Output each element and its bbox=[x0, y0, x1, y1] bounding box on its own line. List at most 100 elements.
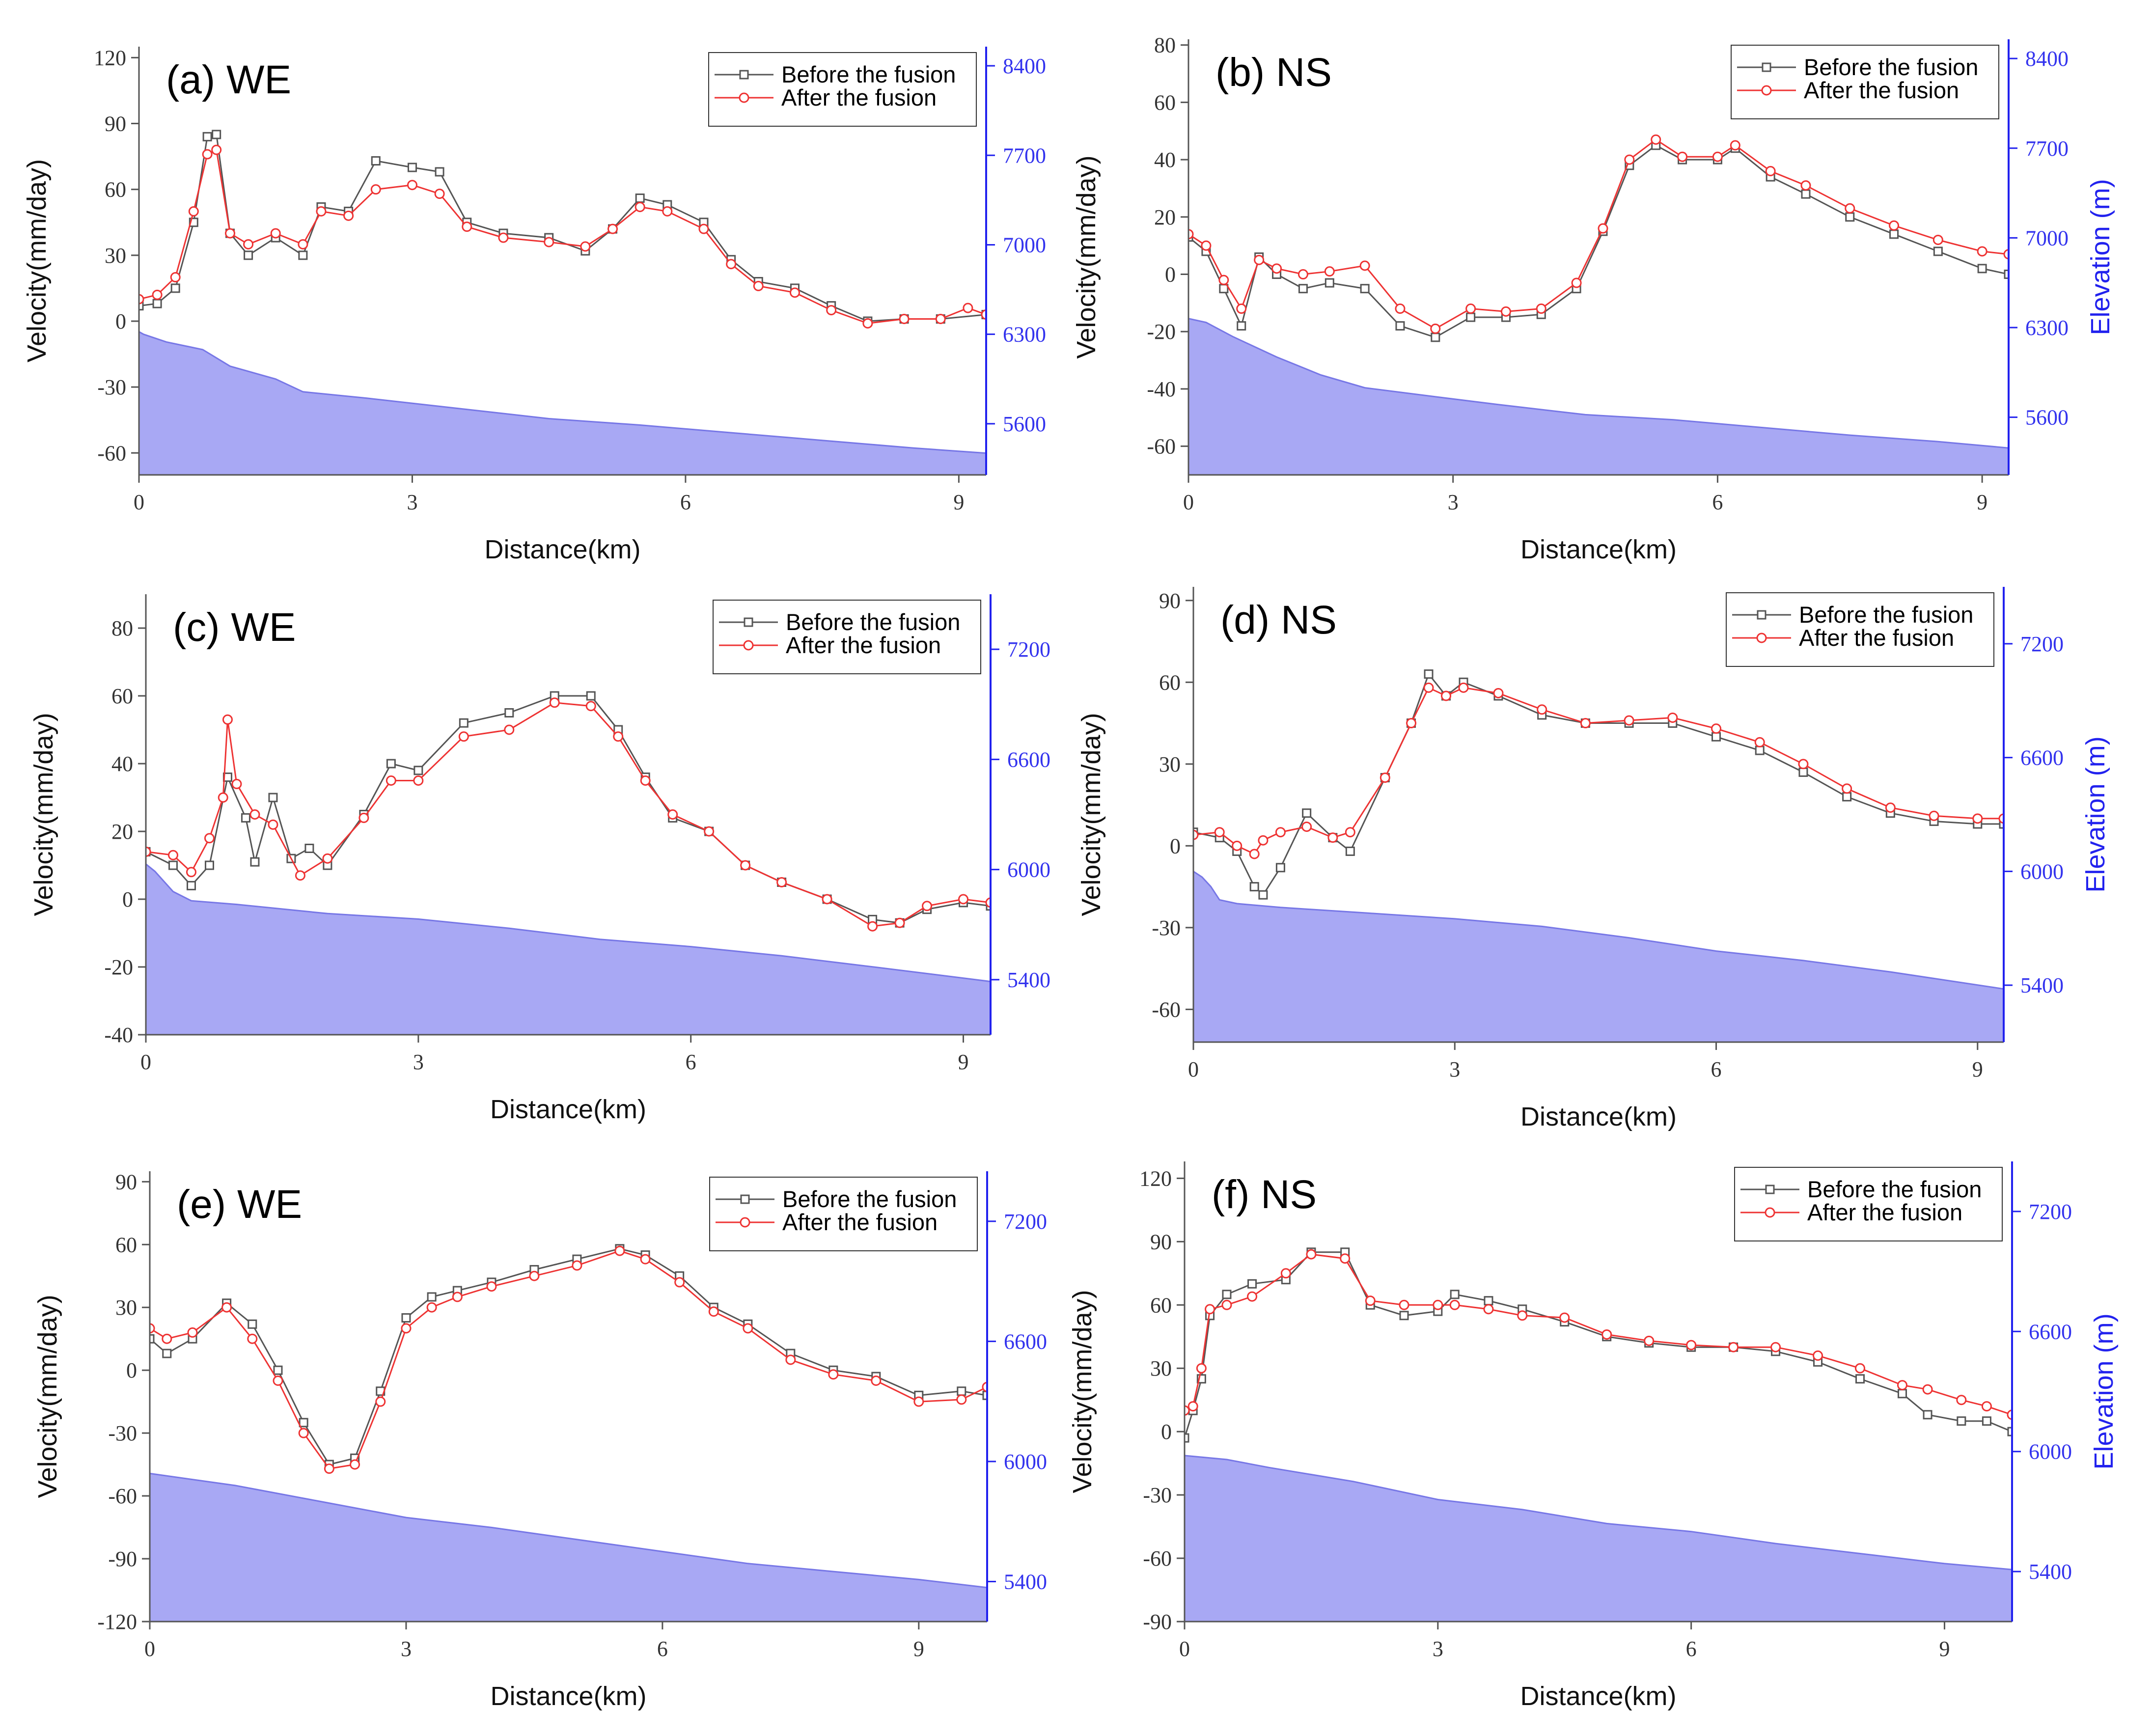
y-tick-label: 60 bbox=[105, 178, 126, 202]
before-series-c bbox=[146, 691, 991, 928]
y-tick-label: -40 bbox=[104, 1023, 133, 1047]
before-point bbox=[1237, 321, 1246, 331]
after-point bbox=[1214, 827, 1225, 838]
before-point bbox=[1466, 312, 1476, 322]
y-tick-label: 20 bbox=[111, 820, 133, 844]
x-axis-label: Distance(km) bbox=[490, 1095, 646, 1124]
after-point bbox=[1247, 1291, 1258, 1302]
y-tick-label: -60 bbox=[108, 1484, 137, 1508]
after-point bbox=[150, 1323, 155, 1334]
after-point bbox=[1395, 303, 1406, 314]
after-point bbox=[1598, 223, 1608, 234]
legend-after-label: After the fusion bbox=[1799, 625, 1954, 651]
after-point bbox=[743, 1323, 753, 1334]
after-point bbox=[202, 149, 213, 160]
before-line-f bbox=[1185, 1251, 2012, 1438]
y-tick-label: -30 bbox=[1143, 1483, 1172, 1507]
after-point bbox=[1306, 1249, 1317, 1260]
before-point bbox=[1345, 846, 1355, 856]
after-point bbox=[740, 860, 751, 871]
y-tick-label: 60 bbox=[1159, 670, 1181, 694]
y2-tick-label: 7000 bbox=[1003, 233, 1046, 257]
after-point bbox=[222, 714, 233, 725]
chart-panel-a: 0 3 6 9 -60 -30 0 30 60 90 120 5600 6300 7000 7700 8400… bbox=[22, 46, 1046, 564]
after-series-d bbox=[1193, 682, 2004, 859]
after-point bbox=[426, 1302, 437, 1313]
after-point bbox=[1483, 1304, 1494, 1315]
y-axis-label: Velocity(mm/day) bbox=[1072, 155, 1101, 358]
after-point bbox=[1537, 704, 1547, 715]
legend-after-marker bbox=[743, 640, 754, 651]
before-point bbox=[248, 1319, 257, 1329]
after-point bbox=[1324, 266, 1335, 277]
after-point bbox=[1842, 783, 1852, 794]
before-point bbox=[1302, 808, 1312, 818]
legend-before-marker bbox=[739, 70, 749, 80]
after-point bbox=[1651, 134, 1661, 145]
legend-before-marker bbox=[1765, 1185, 1775, 1194]
legend-after-marker bbox=[740, 1217, 750, 1228]
after-point bbox=[1345, 827, 1355, 838]
after-point bbox=[956, 1394, 967, 1405]
y-tick-label: -90 bbox=[108, 1547, 137, 1571]
after-point bbox=[1644, 1335, 1655, 1346]
before-point bbox=[150, 1334, 155, 1344]
legend-box bbox=[708, 52, 977, 127]
x-tick-label: 6 bbox=[1711, 1057, 1722, 1081]
after-point bbox=[1254, 254, 1265, 265]
elevation-area-f bbox=[1185, 1455, 2012, 1622]
after-point bbox=[1580, 718, 1591, 729]
legend-before-label: Before the fusion bbox=[782, 1186, 957, 1212]
after-series-b bbox=[1188, 134, 2009, 334]
x-tick-label: 6 bbox=[680, 490, 691, 514]
x-tick-label: 0 bbox=[140, 1050, 151, 1074]
before-point bbox=[504, 708, 514, 717]
after-point bbox=[708, 1306, 719, 1317]
after-point bbox=[1441, 690, 1452, 701]
x-axis-label: Distance(km) bbox=[1520, 1102, 1677, 1131]
before-point bbox=[250, 857, 260, 867]
after-point bbox=[572, 1260, 582, 1271]
after-point bbox=[1897, 1380, 1907, 1391]
y2-tick-label: 6300 bbox=[1003, 323, 1046, 347]
after-point bbox=[1359, 260, 1370, 271]
legend-box bbox=[1734, 1167, 2003, 1241]
after-point bbox=[635, 201, 645, 212]
panel-title: (e) WE bbox=[177, 1182, 302, 1227]
after-point bbox=[249, 809, 260, 820]
chart-panel-b: 0 3 6 9 -60 -40 -20 0 20 40 60 80 5600 6300 7000 7700 84… bbox=[1072, 33, 2115, 564]
after-point bbox=[486, 1281, 497, 1292]
y2-tick-label: 6300 bbox=[2025, 316, 2069, 340]
y-tick-label: 90 bbox=[1159, 589, 1181, 613]
before-line-e bbox=[150, 1248, 987, 1465]
after-line-b bbox=[1188, 138, 2009, 330]
after-point bbox=[1998, 813, 2004, 824]
after-point bbox=[1430, 323, 1441, 334]
legend-before-marker bbox=[744, 617, 753, 627]
after-point bbox=[640, 775, 651, 786]
y-tick-label: 0 bbox=[126, 1358, 137, 1382]
before-point bbox=[401, 1313, 411, 1323]
after-point bbox=[549, 697, 560, 708]
before-point bbox=[1450, 1290, 1460, 1299]
after-point bbox=[386, 775, 396, 786]
legend-after-marker bbox=[739, 92, 749, 103]
before-point bbox=[1923, 1410, 1932, 1420]
x-tick-label: 9 bbox=[1939, 1637, 1950, 1661]
after-point bbox=[1932, 234, 1943, 245]
before-point bbox=[1185, 1433, 1189, 1443]
y2-tick-label: 6600 bbox=[1007, 747, 1050, 772]
before-point bbox=[241, 813, 250, 823]
x-tick-label: 9 bbox=[1972, 1057, 1983, 1081]
x-tick-label: 0 bbox=[134, 490, 144, 514]
after-point bbox=[375, 1396, 386, 1407]
after-line-c bbox=[146, 702, 991, 927]
panel-title: (c) WE bbox=[173, 605, 296, 650]
elevation-area-d bbox=[1193, 870, 2004, 1042]
after-point bbox=[1770, 1342, 1781, 1352]
legend-before-marker bbox=[1762, 62, 1771, 72]
before-point bbox=[304, 844, 314, 853]
legend-after-label: After the fusion bbox=[1807, 1199, 1962, 1225]
before-point bbox=[273, 1365, 283, 1375]
before-point bbox=[1855, 1374, 1865, 1384]
